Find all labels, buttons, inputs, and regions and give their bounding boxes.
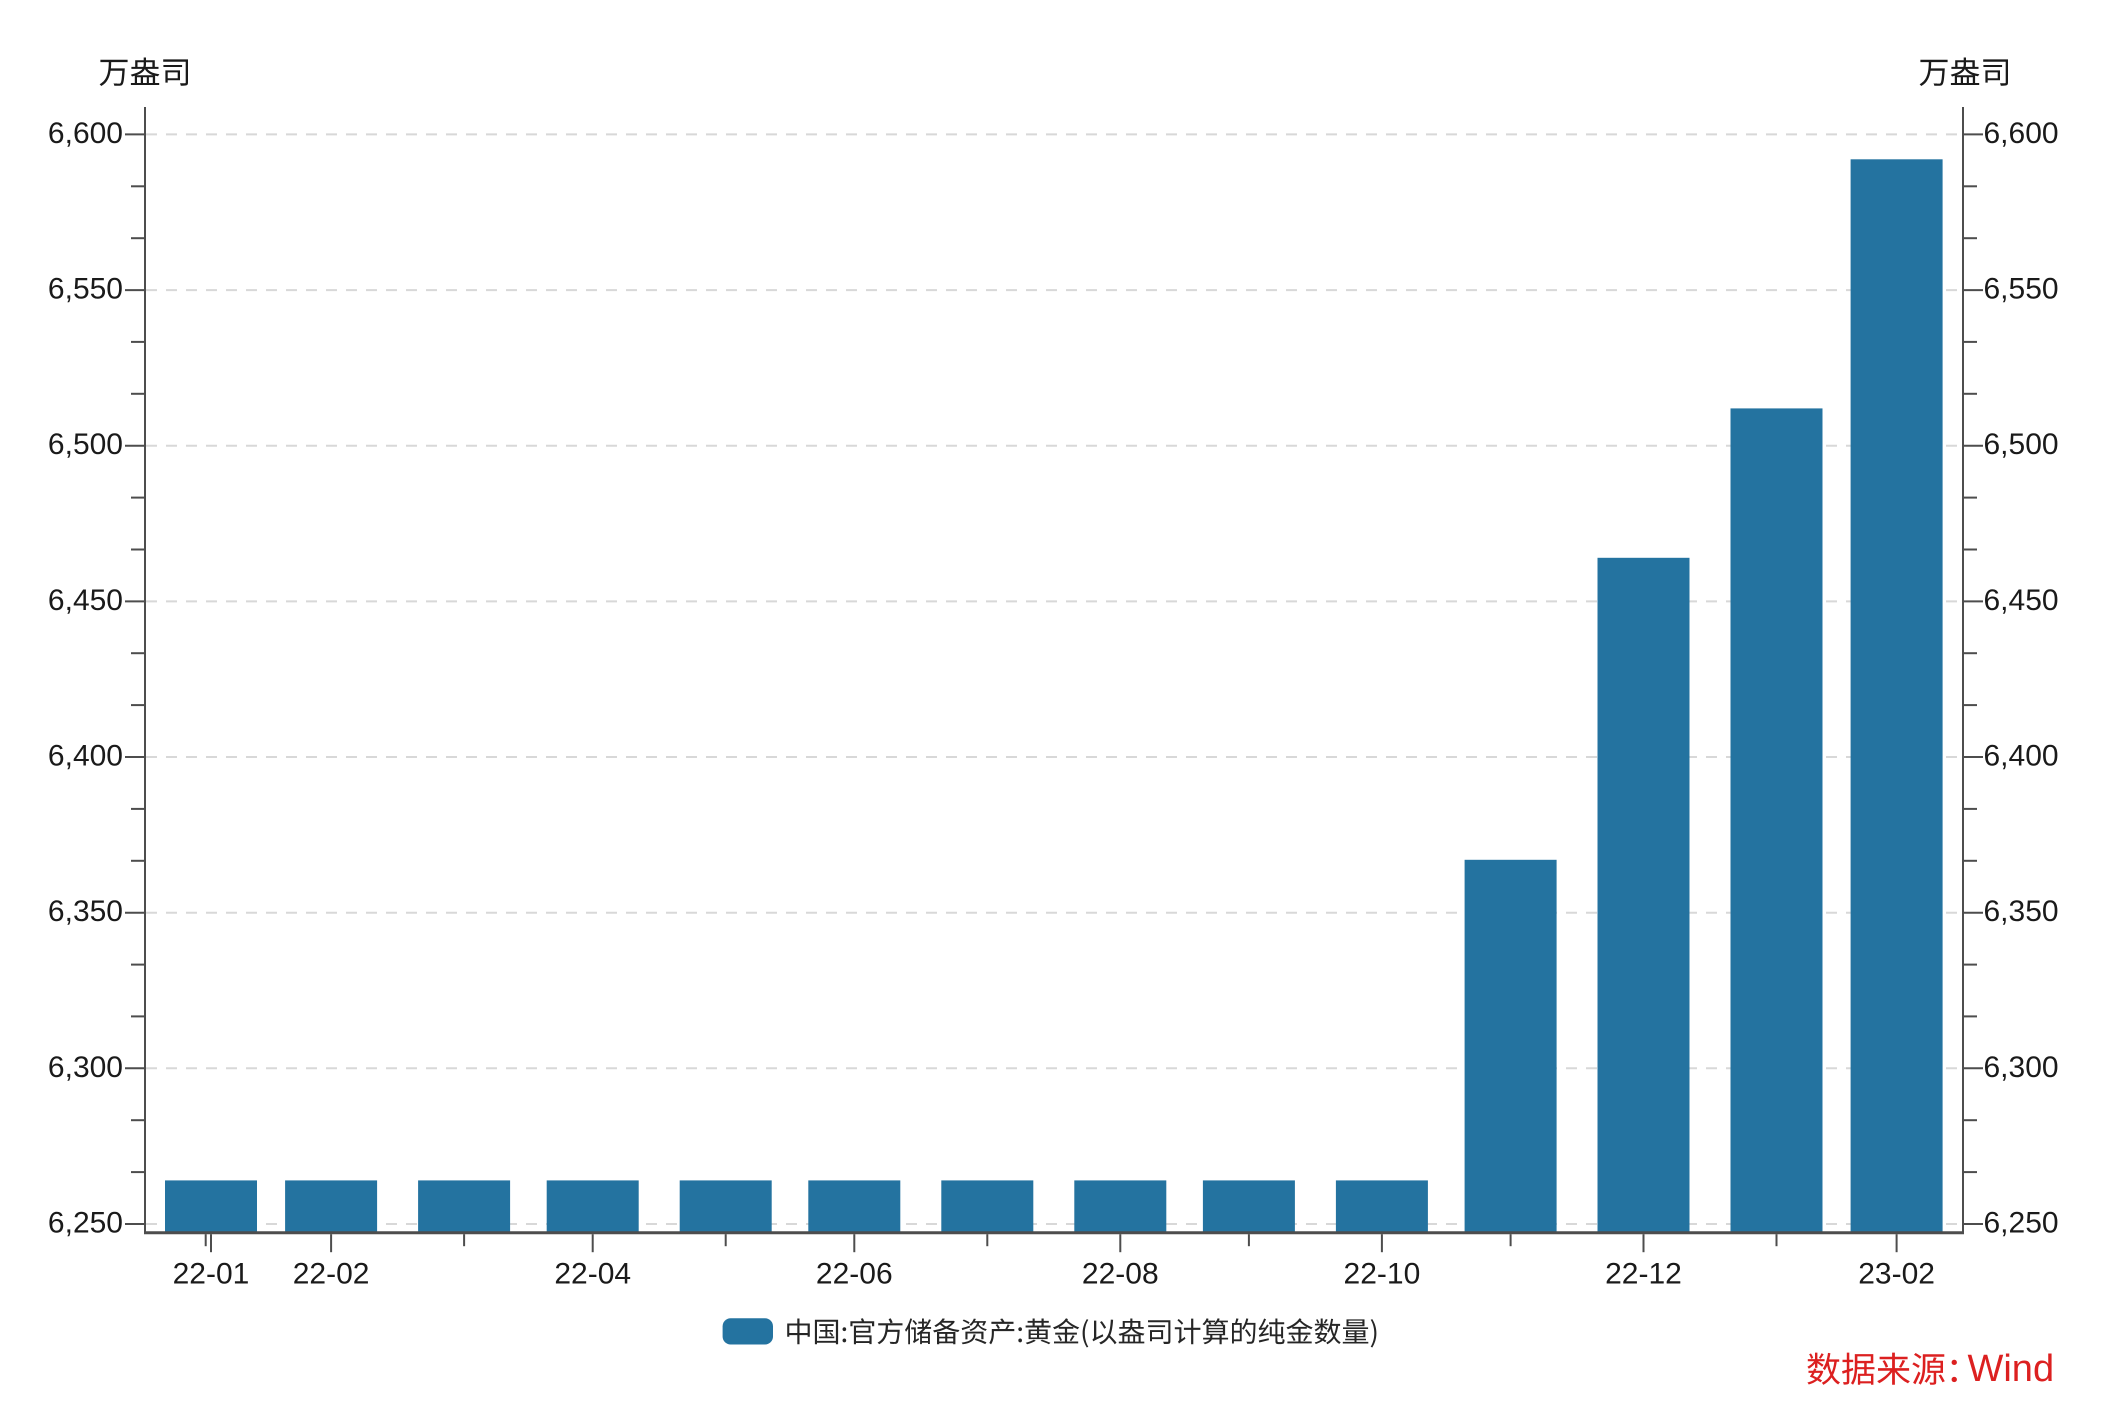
svg-text:6,600: 6,600: [1984, 117, 2059, 150]
svg-text:6,450: 6,450: [1984, 584, 2059, 617]
svg-text:6,250: 6,250: [1984, 1207, 2059, 1240]
svg-text:Wind: Wind: [1968, 1348, 2055, 1390]
svg-text:6,350: 6,350: [1984, 895, 2059, 928]
svg-text:22-02: 22-02: [293, 1258, 370, 1291]
svg-text:6,500: 6,500: [48, 428, 123, 461]
svg-text:22-01: 22-01: [173, 1258, 250, 1291]
svg-text:6,450: 6,450: [48, 584, 123, 617]
svg-text:6,550: 6,550: [1984, 273, 2059, 306]
svg-text:6,400: 6,400: [48, 740, 123, 773]
svg-text:6,250: 6,250: [48, 1207, 123, 1240]
svg-text:23-02: 23-02: [1858, 1258, 1935, 1291]
svg-text:22-12: 22-12: [1605, 1258, 1682, 1291]
svg-text:6,300: 6,300: [1984, 1051, 2059, 1084]
svg-text:6,350: 6,350: [48, 895, 123, 928]
svg-text:22-08: 22-08: [1082, 1258, 1159, 1291]
svg-text:22-10: 22-10: [1344, 1258, 1421, 1291]
svg-text:6,400: 6,400: [1984, 740, 2059, 773]
svg-text:6,300: 6,300: [48, 1051, 123, 1084]
svg-text:6,600: 6,600: [48, 117, 123, 150]
svg-text:22-04: 22-04: [554, 1258, 631, 1291]
svg-text:6,550: 6,550: [48, 273, 123, 306]
svg-text:22-06: 22-06: [816, 1258, 893, 1291]
svg-text:6,500: 6,500: [1984, 428, 2059, 461]
